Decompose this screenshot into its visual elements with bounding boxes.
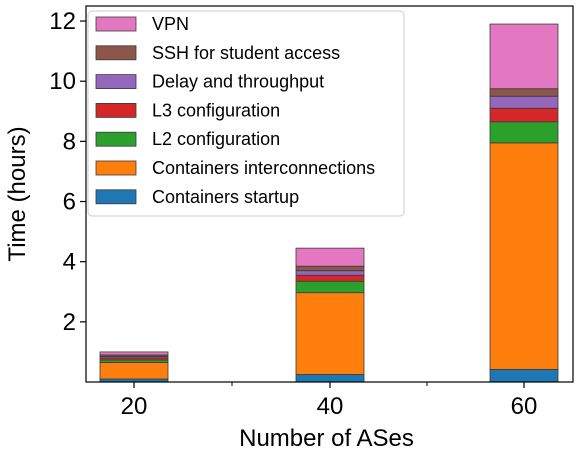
bar-segment-containers-interconnections-20 (99, 362, 169, 380)
legend-swatch-l3-configuration (95, 103, 137, 118)
legend-swatch-delay-and-throughput (95, 74, 137, 89)
legend-label-ssh-for-student-access: SSH for student access (152, 43, 340, 63)
bar-segment-delay-and-throughput-40 (295, 270, 365, 276)
bar-segment-containers-interconnections-40 (295, 292, 365, 375)
y-tick-label: 10 (49, 68, 76, 95)
y-tick-label: 8 (63, 128, 76, 155)
x-tick-label: 20 (121, 393, 148, 420)
bar-segment-containers-startup-60 (489, 368, 559, 383)
x-axis-label: Number of ASes (239, 425, 414, 450)
bar-segment-vpn-60 (489, 23, 559, 90)
bar-segment-ssh-for-student-access-40 (295, 265, 365, 272)
legend-label-containers-interconnections: Containers interconnections (152, 158, 375, 178)
x-axis: 20 40 60 (121, 382, 538, 420)
legend-label-vpn: VPN (152, 14, 189, 34)
y-tick-label: 4 (63, 249, 76, 276)
legend-label-l3-configuration: L3 configuration (152, 100, 280, 120)
legend-swatch-containers-interconnections (95, 160, 137, 176)
bar-segment-vpn-20 (99, 351, 169, 356)
y-tick-label: 2 (63, 309, 76, 336)
bar-segment-delay-and-throughput-60 (489, 95, 559, 109)
x-tick-label: 60 (511, 393, 538, 420)
bar-segment-l2-configuration-40 (295, 280, 365, 294)
y-tick-label: 12 (49, 8, 76, 35)
x-tick-label: 40 (317, 393, 344, 420)
y-axis-label: Time (hours) (4, 126, 31, 261)
legend-box (87, 10, 405, 217)
bar-segment-l2-configuration-60 (489, 121, 559, 144)
legend-label-delay-and-throughput: Delay and throughput (152, 72, 324, 92)
legend-swatch-containers-startup (95, 189, 137, 205)
legend-swatch-l2-configuration (95, 131, 137, 147)
bar-segment-ssh-for-student-access-60 (489, 88, 559, 97)
y-tick-label: 6 (63, 189, 76, 216)
bar-segment-containers-startup-40 (295, 374, 365, 383)
bar-segment-containers-interconnections-60 (489, 142, 559, 370)
y-axis: 2 4 6 8 10 12 (49, 8, 86, 336)
legend-swatch-ssh-for-student-access (95, 45, 137, 61)
bars-group (99, 23, 559, 383)
legend-label-l2-configuration: L2 configuration (152, 129, 280, 149)
bar-segment-l3-configuration-40 (295, 274, 365, 282)
legend-swatch-vpn (95, 16, 137, 32)
legend-label-containers-startup: Containers startup (152, 187, 299, 207)
legend: VPN SSH for student access Delay and throu… (87, 10, 405, 217)
bar-segment-l3-configuration-60 (489, 107, 559, 123)
bar-segment-vpn-40 (295, 247, 365, 267)
